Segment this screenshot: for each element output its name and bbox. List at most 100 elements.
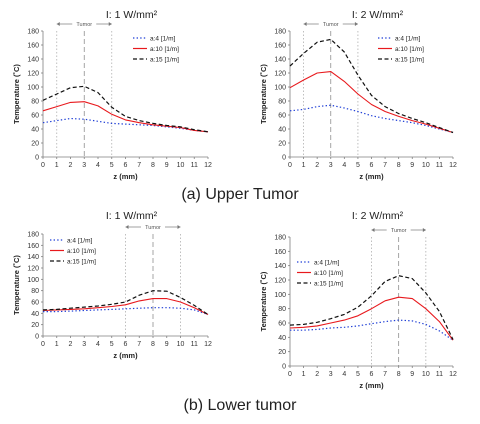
y-tick-label: 0 xyxy=(35,155,39,162)
y-tick-label: 20 xyxy=(278,349,286,356)
legend-entry: a:4 [1/m] xyxy=(314,259,339,266)
series-line-a10 xyxy=(289,71,454,134)
x-tick-label: 3 xyxy=(82,162,86,169)
series-line-a4 xyxy=(289,104,454,134)
y-tick-label: 0 xyxy=(282,155,286,162)
chart-lower-2w: I: 2 W/mm² Tumor 0 20 40 60 80 100 120 140 160 180 0… xyxy=(259,210,457,390)
chart-title: I: 1 W/mm² xyxy=(106,210,158,222)
series-line-a15 xyxy=(42,85,209,133)
x-tick-label: 5 xyxy=(110,341,114,348)
x-tick-label: 12 xyxy=(449,371,457,378)
chart-title: I: 2 W/mm² xyxy=(352,9,404,21)
x-tick-label: 1 xyxy=(55,162,59,169)
y-axis-label: Temperature (˚C) xyxy=(259,64,268,124)
y-axis-label: Temperature (˚C) xyxy=(259,271,268,331)
x-axis-label: z (mm) xyxy=(359,172,384,181)
caption-upper-tumor: (a) Upper Tumor xyxy=(181,186,299,203)
x-axis-label: z (mm) xyxy=(113,172,138,181)
x-tick-label: 4 xyxy=(96,162,100,169)
chart-upper-2w: I: 2 W/mm² Tumor 0 20 40 60 80 100 120 140 160 180 0… xyxy=(259,9,457,181)
y-tick-label: 120 xyxy=(274,278,286,285)
x-tick-label: 2 xyxy=(315,371,319,378)
x-tick-label: 0 xyxy=(41,162,45,169)
series-line-a10 xyxy=(42,101,209,133)
x-tick-label: 7 xyxy=(383,162,387,169)
x-tick-label: 0 xyxy=(288,371,292,378)
x-tick-label: 2 xyxy=(69,162,73,169)
legend-entry: a:15 [1/m] xyxy=(67,258,96,265)
x-tick-label: 4 xyxy=(342,162,346,169)
y-tick-label: 140 xyxy=(274,263,286,270)
series-line-a4 xyxy=(290,319,454,341)
x-tick-label: 11 xyxy=(191,341,198,348)
tumor-arrowhead-right xyxy=(354,22,358,26)
y-tick-label: 0 xyxy=(282,364,286,371)
y-tick-label: 100 xyxy=(27,277,39,284)
x-tick-label: 3 xyxy=(329,162,333,169)
legend-entry: a:10 [1/m] xyxy=(314,270,343,277)
y-tick-label: 0 xyxy=(35,334,39,341)
y-tick-label: 80 xyxy=(278,306,286,313)
x-tick-label: 8 xyxy=(151,162,155,169)
x-tick-label: 6 xyxy=(124,341,128,348)
caption-lower-tumor: (b) Lower tumor xyxy=(183,397,297,414)
x-tick-label: 1 xyxy=(302,371,306,378)
y-tick-label: 160 xyxy=(27,243,39,250)
x-tick-label: 1 xyxy=(55,341,59,348)
tumor-arrowhead-left xyxy=(56,22,60,26)
x-tick-label: 12 xyxy=(204,341,212,348)
x-tick-label: 11 xyxy=(436,371,443,378)
x-tick-label: 1 xyxy=(302,162,306,169)
y-tick-label: 160 xyxy=(274,249,286,256)
x-tick-label: 0 xyxy=(288,162,292,169)
tumor-label: Tumor xyxy=(323,22,339,28)
y-tick-label: 120 xyxy=(27,266,39,273)
x-tick-label: 3 xyxy=(329,371,333,378)
series-line-a15 xyxy=(289,38,454,134)
x-tick-label: 9 xyxy=(165,341,169,348)
y-tick-label: 40 xyxy=(31,311,39,318)
x-axis-label: z (mm) xyxy=(113,351,138,360)
x-tick-label: 7 xyxy=(137,341,141,348)
legend: a:4 [1/m] a:10 [1/m] a:15 [1/m] xyxy=(50,237,96,265)
legend-entry: a:4 [1/m] xyxy=(395,35,420,42)
x-tick-label: 8 xyxy=(397,371,401,378)
x-tick-label: 3 xyxy=(82,341,86,348)
x-tick-label: 4 xyxy=(342,371,346,378)
x-tick-label: 10 xyxy=(177,162,185,169)
y-tick-label: 160 xyxy=(274,43,286,50)
legend-entry: a:15 [1/m] xyxy=(150,56,179,63)
series-line-a10 xyxy=(42,298,209,315)
tumor-arrowhead-left xyxy=(125,225,129,229)
x-tick-label: 5 xyxy=(356,162,360,169)
legend: a:4 [1/m] a:10 [1/m] a:15 [1/m] xyxy=(133,35,179,63)
tumor-label: Tumor xyxy=(76,22,92,28)
x-tick-label: 0 xyxy=(41,341,45,348)
y-tick-label: 80 xyxy=(278,99,286,106)
legend-entry: a:4 [1/m] xyxy=(150,35,175,42)
x-tick-label: 11 xyxy=(436,162,443,169)
x-tick-label: 9 xyxy=(165,162,169,169)
y-tick-label: 60 xyxy=(31,300,39,307)
y-tick-label: 40 xyxy=(278,335,286,342)
x-tick-label: 8 xyxy=(151,341,155,348)
x-tick-label: 2 xyxy=(315,162,319,169)
legend: a:4 [1/m] a:10 [1/m] a:15 [1/m] xyxy=(378,35,424,63)
y-tick-label: 180 xyxy=(274,235,286,242)
x-tick-label: 7 xyxy=(137,162,141,169)
y-tick-label: 180 xyxy=(27,29,39,36)
y-tick-label: 40 xyxy=(278,127,286,134)
y-axis-label: Temperature (˚C) xyxy=(12,64,21,124)
chart-upper-1w: I: 1 W/mm² Tumor 0 20 40 60 80 100 120 140 160 180 0… xyxy=(12,9,212,181)
x-tick-label: 9 xyxy=(410,162,414,169)
y-tick-label: 20 xyxy=(31,141,39,148)
chart-title: I: 2 W/mm² xyxy=(352,210,404,222)
y-tick-label: 100 xyxy=(274,85,286,92)
y-tick-label: 100 xyxy=(274,292,286,299)
y-tick-label: 160 xyxy=(27,43,39,50)
x-tick-label: 5 xyxy=(356,371,360,378)
series-line-a4 xyxy=(42,117,209,133)
y-tick-label: 140 xyxy=(27,254,39,261)
series-line-a15 xyxy=(289,275,454,340)
